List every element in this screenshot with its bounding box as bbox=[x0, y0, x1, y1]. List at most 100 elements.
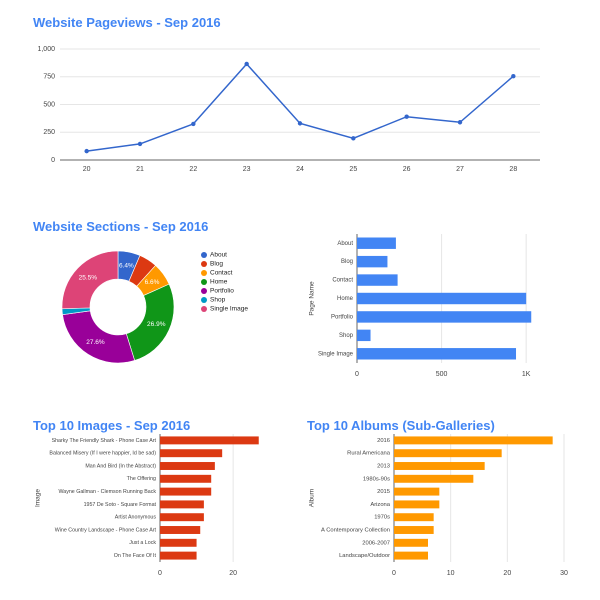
pageviews-data-point bbox=[511, 73, 516, 79]
y-tick-label: 500 bbox=[43, 101, 55, 108]
category-label: 1957 De Soto - Square Format bbox=[84, 502, 157, 508]
y-tick-label: 250 bbox=[43, 129, 55, 136]
bar bbox=[357, 329, 371, 342]
category-label: Portfolio bbox=[331, 315, 354, 321]
category-label: Just a Lock bbox=[129, 540, 156, 546]
bar bbox=[394, 474, 474, 483]
x-tick-label: 26 bbox=[403, 166, 411, 173]
pie-slice bbox=[61, 250, 119, 310]
x-tick-label: 23 bbox=[243, 166, 251, 173]
bar bbox=[357, 348, 517, 360]
pie-slice-label: 27.6% bbox=[86, 339, 105, 346]
bar bbox=[160, 538, 197, 547]
bar bbox=[357, 292, 527, 305]
pageviews-data-point bbox=[404, 114, 409, 119]
legend-swatch bbox=[201, 279, 207, 285]
x-tick-label: 20 bbox=[83, 166, 91, 173]
legend-swatch bbox=[201, 270, 207, 276]
x-tick-label: 22 bbox=[189, 166, 197, 173]
pie-slice bbox=[62, 310, 136, 364]
legend-label: Home bbox=[210, 279, 228, 286]
bar bbox=[394, 500, 440, 509]
pageviews-data-point bbox=[84, 148, 89, 154]
y-axis-title: Image bbox=[35, 489, 42, 507]
x-tick-label: 24 bbox=[296, 166, 304, 173]
category-label: 2013 bbox=[377, 464, 390, 470]
legend-swatch bbox=[201, 288, 207, 294]
x-tick-label: 20 bbox=[503, 570, 511, 577]
y-tick-label: 750 bbox=[43, 74, 55, 81]
category-label: 2006-2007 bbox=[362, 540, 390, 546]
bar bbox=[357, 237, 396, 249]
bar bbox=[357, 255, 388, 268]
legend-swatch bbox=[201, 252, 207, 258]
category-label: About bbox=[337, 241, 353, 247]
sections-chart-title: Website Sections - Sep 2016 bbox=[33, 219, 209, 234]
bar bbox=[160, 551, 197, 560]
x-tick-label: 0 bbox=[355, 371, 359, 378]
x-tick-label: 27 bbox=[456, 166, 464, 173]
bar bbox=[394, 513, 434, 522]
category-label: Artist Anonymous bbox=[115, 515, 157, 521]
pageviews-data-point bbox=[137, 141, 143, 147]
category-label: Wayne Gallman - Clemson Running Back bbox=[58, 489, 156, 495]
pageviews-data-point bbox=[457, 120, 463, 125]
legend-label: Single Image bbox=[210, 306, 248, 313]
y-axis-title: Page Name bbox=[309, 281, 316, 316]
category-label: Home bbox=[337, 296, 354, 302]
pie-slice-label: 6.4% bbox=[119, 263, 134, 270]
bar bbox=[394, 449, 502, 458]
bar bbox=[357, 274, 398, 286]
bar bbox=[160, 449, 223, 458]
x-tick-label: 500 bbox=[436, 371, 448, 378]
category-label: 1980s-90s bbox=[363, 476, 390, 482]
pie-slice bbox=[125, 283, 175, 361]
pageviews-data-point bbox=[351, 136, 356, 141]
bar bbox=[160, 487, 212, 496]
legend-label: Shop bbox=[210, 297, 226, 304]
y-tick-label: 1,000 bbox=[37, 46, 55, 53]
legend-swatch bbox=[201, 261, 207, 267]
x-tick-label: 0 bbox=[392, 570, 396, 577]
legend-label: Contact bbox=[210, 270, 233, 277]
pageviews-data-point bbox=[297, 121, 303, 126]
bar bbox=[394, 436, 553, 445]
y-tick-label: 0 bbox=[51, 157, 55, 164]
pageviews-data-point bbox=[191, 121, 196, 127]
category-label: 2016 bbox=[377, 438, 390, 444]
bar bbox=[160, 513, 204, 522]
bar bbox=[160, 526, 201, 534]
bar bbox=[394, 462, 485, 470]
legend-label: Blog bbox=[210, 261, 223, 268]
category-label: Single Image bbox=[318, 351, 354, 357]
legend-swatch bbox=[201, 306, 207, 312]
category-label: On The Face Of It bbox=[114, 553, 157, 559]
category-label: Blog bbox=[341, 259, 353, 265]
pageviews-chart-title: Website Pageviews - Sep 2016 bbox=[33, 15, 221, 30]
category-label: Landscape/Outdoor bbox=[339, 553, 390, 559]
bar bbox=[394, 551, 428, 560]
bar bbox=[160, 462, 215, 470]
pie-slice-label: 25.5% bbox=[79, 274, 98, 281]
category-label: Balanced Misery (If I were happier, Id b… bbox=[49, 451, 156, 457]
category-label: Man And Bird (In the Abstract) bbox=[85, 463, 156, 469]
legend-swatch bbox=[201, 297, 207, 303]
x-tick-label: 0 bbox=[158, 570, 162, 577]
albums-chart-title: Top 10 Albums (Sub-Galleries) bbox=[307, 418, 495, 433]
category-label: Wine Country Landscape - Phone Case Art bbox=[55, 527, 157, 533]
images-chart-title: Top 10 Images - Sep 2016 bbox=[33, 418, 191, 433]
x-tick-label: 30 bbox=[560, 570, 568, 577]
legend-label: Portfolio bbox=[210, 288, 234, 295]
x-tick-label: 1K bbox=[522, 371, 531, 378]
bar bbox=[394, 526, 434, 534]
category-label: Sharky The Friendly Shark - Phone Case A… bbox=[52, 438, 157, 444]
pageviews-data-point bbox=[244, 61, 249, 67]
category-label: 1970s bbox=[374, 515, 390, 521]
pie-slice-label: 6.6% bbox=[145, 279, 160, 286]
bar bbox=[357, 311, 532, 323]
bar bbox=[394, 487, 440, 496]
bar bbox=[160, 500, 204, 509]
pie-slice-label: 26.9% bbox=[147, 321, 166, 328]
x-tick-label: 20 bbox=[229, 570, 237, 577]
